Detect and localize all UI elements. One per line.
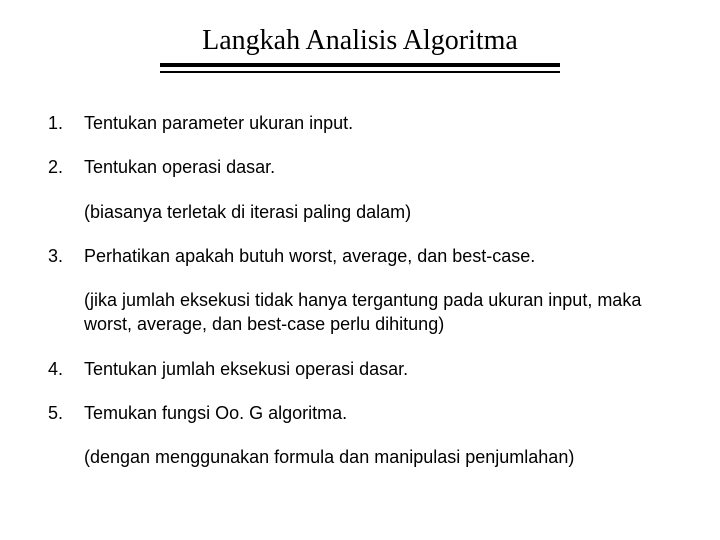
item-note: (dengan menggunakan formula dan manipula… [84, 445, 680, 469]
title-underline [160, 63, 560, 73]
list-item: Perhatikan apakah butuh worst, average, … [40, 244, 680, 337]
list-item: Tentukan operasi dasar. (biasanya terlet… [40, 155, 680, 224]
title-block: Langkah Analisis Algoritma [40, 25, 680, 73]
list-item: Tentukan jumlah eksekusi operasi dasar. [40, 357, 680, 381]
list-item: Tentukan parameter ukuran input. [40, 111, 680, 135]
item-text: Tentukan parameter ukuran input. [84, 113, 353, 133]
list-item: Temukan fungsi Oo. G algoritma. (dengan … [40, 401, 680, 470]
item-note: (jika jumlah eksekusi tidak hanya tergan… [84, 288, 680, 337]
item-text: Perhatikan apakah butuh worst, average, … [84, 246, 535, 266]
item-text: Tentukan operasi dasar. [84, 157, 275, 177]
slide-title: Langkah Analisis Algoritma [202, 25, 518, 57]
steps-list: Tentukan parameter ukuran input. Tentuka… [40, 111, 680, 470]
item-note: (biasanya terletak di iterasi paling dal… [84, 200, 680, 224]
item-text: Tentukan jumlah eksekusi operasi dasar. [84, 359, 408, 379]
item-text: Temukan fungsi Oo. G algoritma. [84, 403, 347, 423]
